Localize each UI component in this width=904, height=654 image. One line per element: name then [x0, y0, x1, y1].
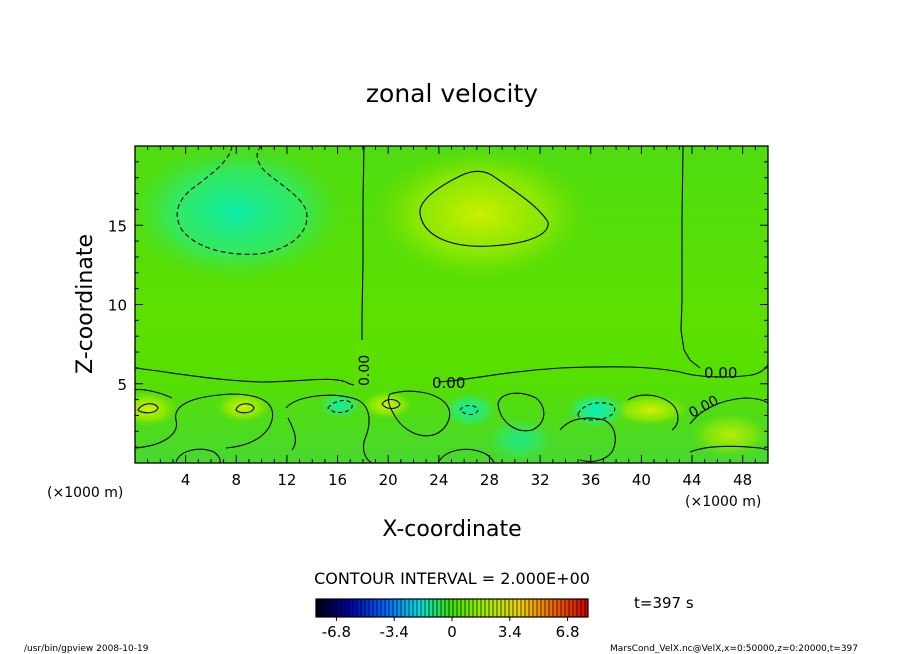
contour-label-zero-3: 0.00: [704, 364, 737, 382]
y-tick-label: 10: [108, 297, 127, 315]
x-tick-label: 4: [181, 471, 191, 489]
footer-left: /usr/bin/gpview 2008-10-19: [24, 644, 149, 654]
contour-positive-upper: [419, 170, 549, 247]
x-tick-label: 40: [632, 471, 651, 489]
x-tick-label: 48: [733, 471, 752, 489]
colorbar-stripes: [316, 599, 588, 617]
chart-title: zonal velocity: [366, 79, 538, 108]
plot-area: 0.00 0.00 0.00 0.00: [135, 146, 768, 463]
positive-core-lower-3: [361, 391, 413, 419]
contour-label-zero-1: 0.00: [357, 355, 373, 386]
positive-core-lower-1: [135, 391, 178, 427]
x-axis-ticks: 4 8 12 16 20 24 28 32 36 40 44 48: [147, 146, 756, 489]
contour-zero-vertical-1: [361, 146, 365, 340]
contour-negative-upper: [176, 146, 308, 255]
contour-interval-text: CONTOUR INTERVAL = 2.000E+00: [314, 569, 590, 588]
x-unit-label-right: (×1000 m): [685, 494, 761, 510]
contour-zero-lower-7: [175, 448, 495, 463]
contour-zero-lower-6: [559, 394, 768, 462]
colorbar: -6.8 -3.4 0 3.4 6.8: [315, 598, 589, 641]
time-label: t=397 s: [634, 594, 694, 612]
x-tick-label: 12: [277, 471, 296, 489]
x-tick-label: 32: [531, 471, 550, 489]
contour-positive-lower-3: [381, 398, 401, 410]
contour-zero-lower-3: [285, 394, 373, 463]
negative-core-lower-3: [566, 392, 626, 428]
x-tick-label: 16: [328, 471, 347, 489]
contour-zero-lower-4: [387, 390, 451, 437]
colorbar-ticks: -6.8 -3.4 0 3.4 6.8: [322, 617, 580, 641]
contour-label-zero-2: 0.00: [432, 374, 465, 392]
x-tick-label: 28: [480, 471, 499, 489]
footer-right: MarsCond_VelX.nc@VelX,x=0:50000,z=0:2000…: [610, 644, 858, 654]
x-axis-label: X-coordinate: [382, 517, 521, 542]
negative-core-lower-2: [442, 392, 498, 428]
colorbar-tick-label: 6.8: [556, 623, 580, 641]
positive-core-upper: [370, 146, 590, 282]
y-axis-label: Z-coordinate: [73, 234, 98, 374]
negative-core-lower-4: [486, 418, 554, 462]
x-tick-label: 20: [379, 471, 398, 489]
negative-core-upper: [135, 146, 346, 282]
colorbar-tick-label: 0: [447, 623, 457, 641]
contour-negative-lower-1: [327, 399, 353, 414]
x-tick-label: 24: [429, 471, 448, 489]
colorbar-tick-label: -3.4: [380, 623, 409, 641]
contour-zero-lower-2: [135, 388, 274, 449]
y-tick-label: 5: [117, 376, 127, 394]
positive-core-lower-5: [690, 413, 768, 457]
x-unit-label-left: (×1000 m): [47, 485, 123, 501]
contour-negative-lower-3: [577, 402, 616, 421]
positive-core-lower-2: [215, 391, 271, 423]
colorbar-tick-label: 3.4: [498, 623, 522, 641]
y-axis-ticks: 5 10 15: [108, 161, 768, 448]
contour-positive-lower-2: [137, 403, 159, 414]
x-tick-label: 36: [581, 471, 600, 489]
colorbar-tick-label: -6.8: [322, 623, 351, 641]
contour-positive-lower-1: [235, 403, 255, 414]
y-tick-label: 15: [108, 217, 127, 235]
x-tick-label: 8: [232, 471, 242, 489]
x-tick-label: 44: [682, 471, 701, 489]
contour-zero-vertical-2: [680, 146, 701, 369]
contour-zero-lower-5: [497, 392, 545, 432]
